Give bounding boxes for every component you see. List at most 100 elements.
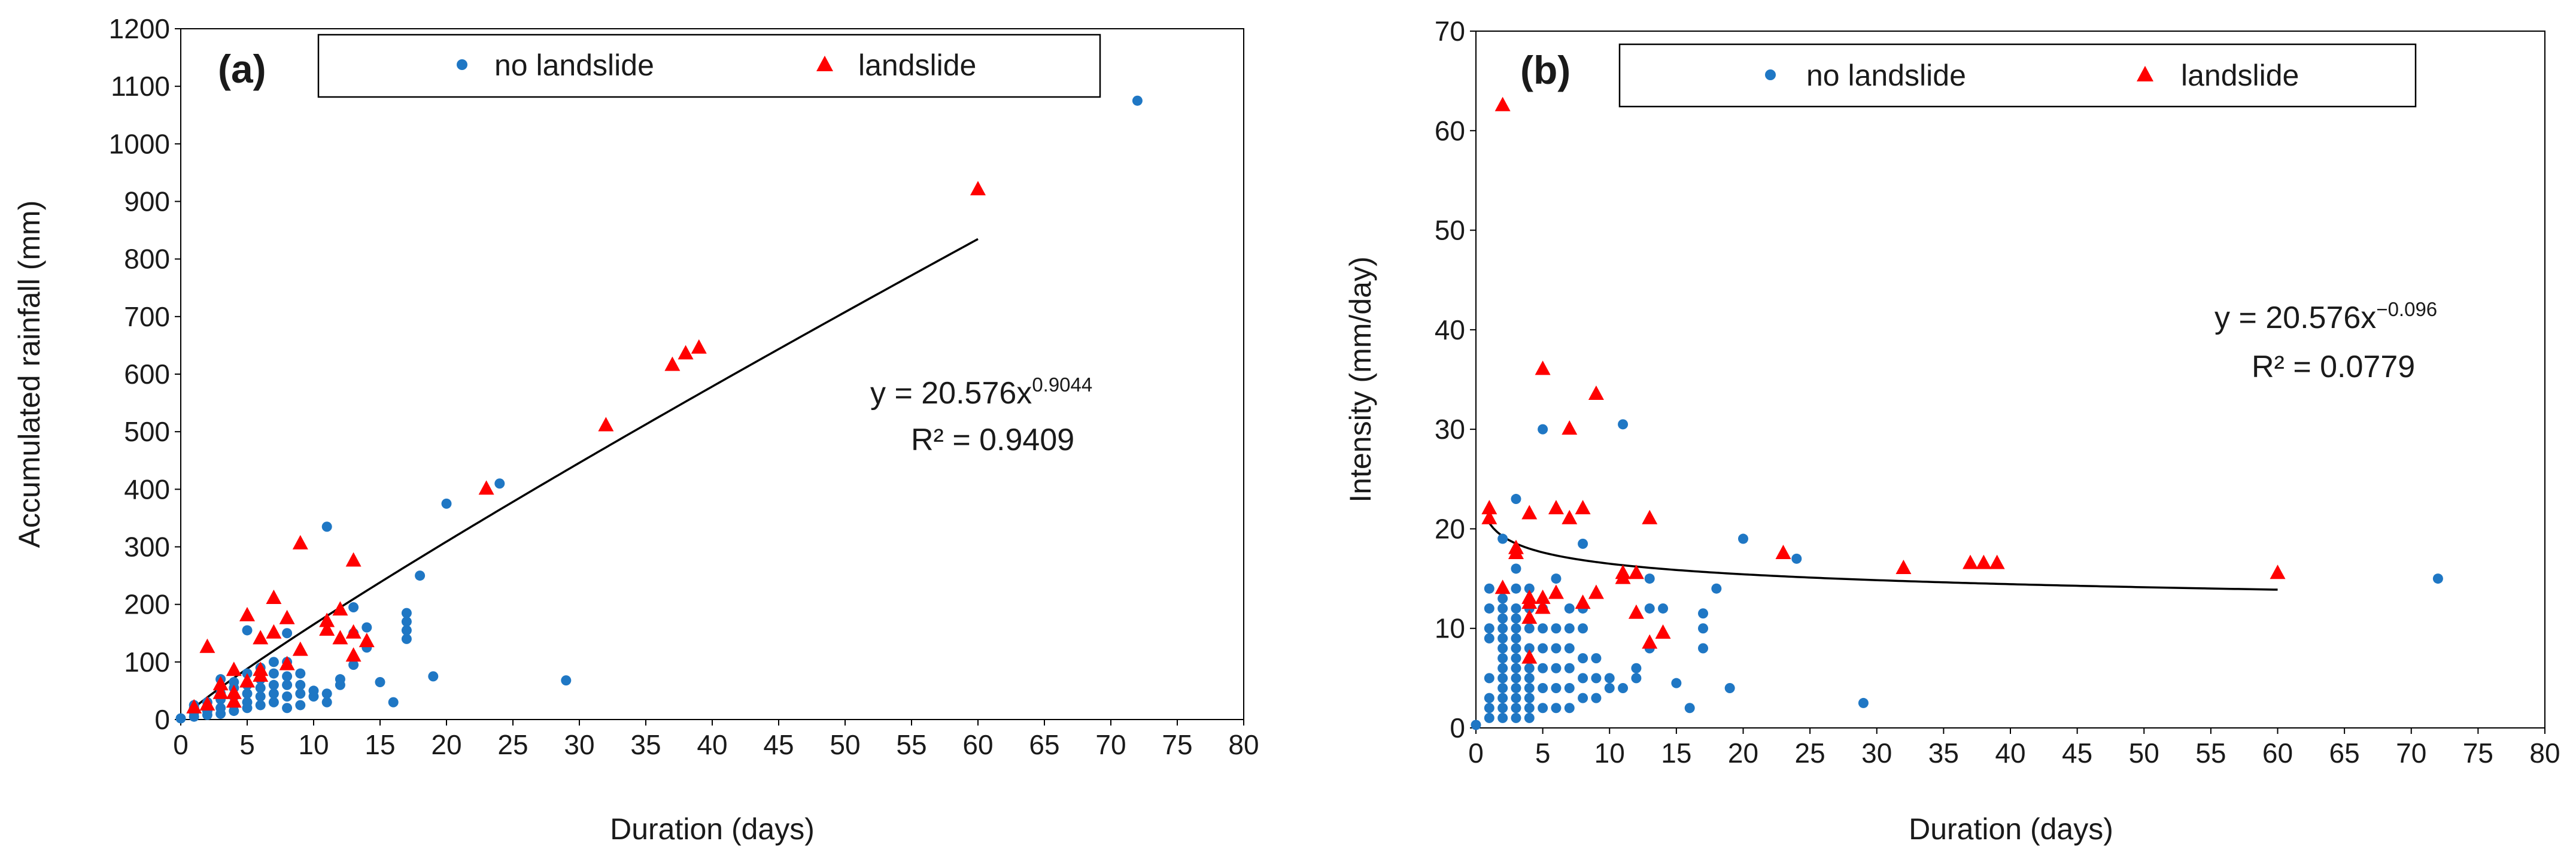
landslide-point	[664, 356, 681, 371]
no-landslide-point	[1511, 603, 1521, 614]
landslide-point	[1548, 584, 1564, 599]
landslide-point	[239, 606, 255, 621]
no-landslide-point	[1698, 643, 1709, 654]
no-landslide-point	[268, 688, 279, 699]
no-landslide-point	[1484, 693, 1494, 703]
landslide-point	[2270, 564, 2286, 579]
x-tick-label: 40	[697, 729, 727, 760]
y-tick-label: 200	[124, 589, 170, 620]
no-landslide-point	[1564, 663, 1575, 673]
landslide-point	[1895, 559, 1912, 574]
no-landslide-point	[1497, 603, 1508, 614]
landslide-point	[266, 624, 282, 639]
no-landslide-point	[1591, 693, 1602, 703]
landslide-point	[1535, 599, 1551, 614]
equation-a: y = 20.576x0.9044	[870, 374, 1092, 411]
landslide-point	[1628, 604, 1644, 619]
no-landslide-point	[1484, 703, 1494, 714]
no-landslide-point	[2432, 573, 2443, 584]
x-tick-label: 15	[364, 729, 395, 760]
no-landslide-point	[1538, 623, 1548, 634]
panel-label-a: (a)	[218, 47, 266, 91]
legend-label-no-landslide-a: no landslide	[494, 48, 654, 82]
no-landslide-point	[1497, 663, 1508, 673]
r-squared-b: R² = 0.0779	[2252, 350, 2415, 384]
landslide-point	[1521, 589, 1538, 604]
no-landslide-point	[1511, 494, 1521, 505]
x-tick-label: 10	[298, 729, 329, 760]
x-tick-label: 0	[173, 729, 189, 760]
no-landslide-point	[415, 570, 426, 581]
legend-marker-no-landslide-b	[1765, 69, 1776, 80]
no-landslide-point	[1497, 653, 1508, 664]
y-tick-label: 1200	[109, 13, 170, 44]
no-landslide-point	[1711, 583, 1722, 594]
no-landslide-point	[1604, 682, 1615, 693]
no-landslide-point	[1524, 583, 1535, 594]
no-landslide-point	[1724, 682, 1735, 693]
landslide-point	[1615, 564, 1631, 579]
legend-label-landslide-b: landslide	[2181, 59, 2299, 92]
landslide-point	[1535, 589, 1551, 604]
no-landslide-point	[348, 660, 359, 670]
landslide-point	[266, 590, 282, 605]
no-landslide-point	[268, 697, 279, 708]
x-tick-label: 25	[1795, 737, 1825, 769]
x-tick-label: 30	[1861, 737, 1892, 769]
landslide-point	[319, 621, 335, 636]
no-landslide-point	[1538, 663, 1548, 673]
landslide-point	[345, 624, 362, 639]
y-tick-label: 400	[124, 474, 170, 505]
no-landslide-point	[1497, 693, 1508, 703]
landslide-point	[1976, 554, 1992, 569]
y-axis-title-b: Intensity (mm/day)	[1344, 256, 1377, 502]
landslide-point	[1588, 584, 1604, 599]
x-tick-label: 50	[2129, 737, 2159, 769]
no-landslide-point	[242, 625, 253, 636]
landslide-point	[253, 661, 269, 676]
x-tick-label: 55	[2195, 737, 2226, 769]
no-landslide-point	[1524, 643, 1535, 654]
y-tick-label: 800	[124, 244, 170, 275]
landslide-point	[186, 699, 202, 714]
no-landslide-point	[295, 668, 306, 679]
no-landslide-point	[1791, 553, 1802, 564]
no-landslide-point	[268, 679, 279, 690]
no-landslide-point	[1511, 673, 1521, 684]
x-tick-label: 40	[1995, 737, 2025, 769]
no-landslide-point	[1564, 643, 1575, 654]
no-landslide-point	[375, 676, 385, 687]
no-landslide-point	[1618, 682, 1629, 693]
equation-base-a: y = 20.576x	[870, 376, 1032, 411]
y-tick-label: 0	[1450, 712, 1465, 743]
no-landslide-point	[428, 671, 439, 682]
no-landslide-point	[401, 633, 412, 644]
landslide-point	[1521, 609, 1538, 624]
no-landslide-point	[321, 697, 332, 708]
y-tick-label: 100	[124, 646, 170, 678]
x-tick-label: 60	[2262, 737, 2293, 769]
panel-label-b: (b)	[1520, 48, 1570, 92]
no-landslide-point	[1511, 613, 1521, 624]
legend-label-landslide-a: landslide	[858, 48, 976, 82]
no-landslide-point	[1644, 603, 1655, 614]
x-tick-label: 15	[1661, 737, 1691, 769]
no-landslide-point	[1564, 603, 1575, 614]
x-tick-label: 20	[431, 729, 461, 760]
no-landslide-point	[1524, 623, 1535, 634]
y-tick-label: 20	[1435, 513, 1465, 544]
landslide-point	[253, 630, 269, 645]
landslide-point	[1535, 360, 1551, 375]
no-landslide-point	[1524, 682, 1535, 693]
no-landslide-point	[1551, 663, 1562, 673]
no-landslide-point	[1618, 419, 1629, 430]
no-landslide-point	[1497, 533, 1508, 544]
landslide-point	[1628, 564, 1644, 579]
landslide-point	[1655, 624, 1671, 639]
landslide-point	[1481, 509, 1497, 524]
no-landslide-point	[1511, 643, 1521, 654]
y-tick-label: 70	[1435, 16, 1465, 47]
no-landslide-point	[1551, 573, 1562, 584]
no-landslide-point	[282, 679, 293, 690]
